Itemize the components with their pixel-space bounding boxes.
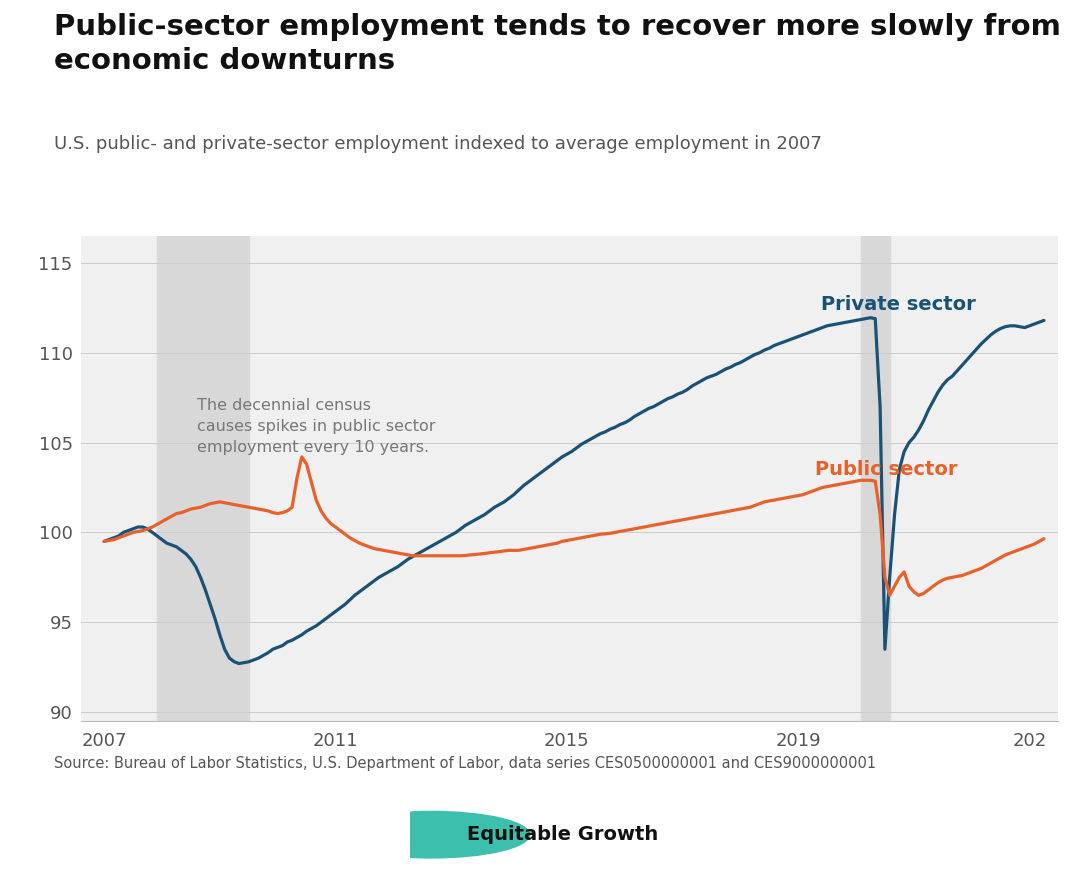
- Text: Public sector: Public sector: [815, 460, 958, 479]
- Text: Private sector: Private sector: [821, 295, 976, 314]
- Text: Equitable Growth: Equitable Growth: [468, 825, 659, 844]
- Circle shape: [333, 811, 529, 858]
- Bar: [861, 236, 890, 721]
- Text: The decennial census
causes spikes in public sector
employment every 10 years.: The decennial census causes spikes in pu…: [197, 398, 435, 454]
- Bar: [158, 236, 248, 721]
- Text: U.S. public- and private-sector employment indexed to average employment in 2007: U.S. public- and private-sector employme…: [54, 135, 822, 154]
- Text: Public-sector employment tends to recover more slowly from
economic downturns: Public-sector employment tends to recove…: [54, 13, 1061, 74]
- Text: Source: Bureau of Labor Statistics, U.S. Department of Labor, data series CES050: Source: Bureau of Labor Statistics, U.S.…: [54, 756, 876, 771]
